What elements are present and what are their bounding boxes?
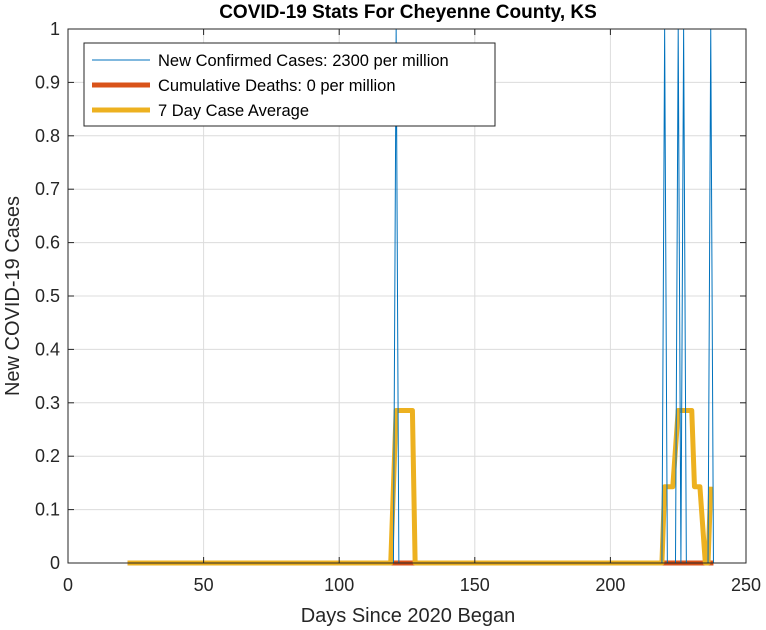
legend-label: Cumulative Deaths: 0 per million: [158, 77, 396, 95]
x-tick-label: 200: [595, 575, 625, 595]
legend-label: 7 Day Case Average: [158, 102, 309, 120]
y-tick-label: 0.4: [35, 339, 60, 359]
y-tick-label: 1: [50, 19, 60, 39]
y-tick-label: 0.9: [35, 72, 60, 92]
y-tick-label: 0.1: [35, 500, 60, 520]
y-axis-title: New COVID-19 Cases: [2, 196, 24, 396]
x-tick-label: 50: [194, 575, 214, 595]
x-tick-label: 150: [460, 575, 490, 595]
axis-ticks: 0 50 100 150 200 250 0 0.1 0.2 0.3 0.4 0.5 0.6 0.7 0.8…: [35, 19, 761, 595]
x-axis-title: Days Since 2020 Began: [301, 605, 516, 627]
y-tick-label: 0.3: [35, 393, 60, 413]
chart-title: COVID-19 Stats For Cheyenne County, KS: [219, 2, 597, 23]
legend-label: New Confirmed Cases: 2300 per million: [158, 52, 449, 70]
x-tick-label: 100: [324, 575, 354, 595]
y-tick-label: 0: [50, 553, 60, 573]
legend-box: [83, 42, 496, 127]
y-tick-label: 0.2: [35, 446, 60, 466]
y-tick-label: 0.8: [35, 126, 60, 146]
x-tick-label: 0: [63, 575, 73, 595]
y-tick-label: 0.6: [35, 233, 60, 253]
y-tick-label: 0.7: [35, 179, 60, 199]
x-tick-label: 250: [731, 575, 761, 595]
series-line-2: [127, 407, 714, 566]
legend: New Confirmed Cases: 2300 per million Cum…: [83, 42, 496, 127]
y-tick-label: 0.5: [35, 286, 60, 306]
